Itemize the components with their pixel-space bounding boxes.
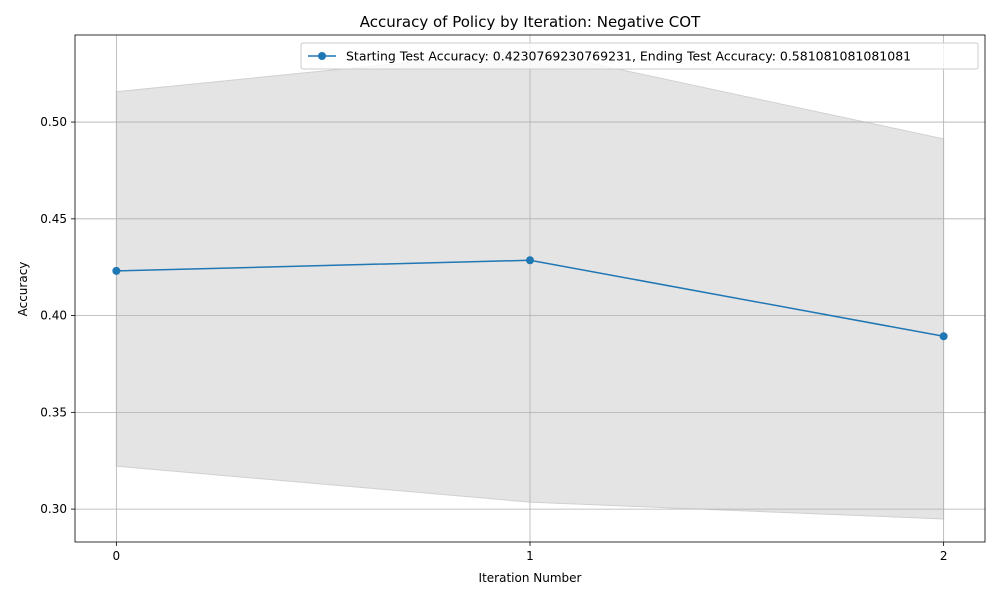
data-point xyxy=(112,266,121,275)
chart-title: Accuracy of Policy by Iteration: Negativ… xyxy=(360,13,701,31)
y-tick-label: 0.35 xyxy=(40,405,67,419)
plot-area: 0 1 2 0.30 0.35 0.40 0.45 0.50 xyxy=(40,34,986,563)
x-tick-label: 1 xyxy=(526,549,534,563)
legend-label: Starting Test Accuracy: 0.42307692307692… xyxy=(346,49,911,64)
y-tick-label: 0.50 xyxy=(40,115,67,129)
legend-marker-swatch xyxy=(318,52,326,60)
x-tick-label: 2 xyxy=(940,549,948,563)
y-tick-label: 0.45 xyxy=(40,212,67,226)
data-point xyxy=(939,332,948,341)
y-tick-label: 0.30 xyxy=(40,502,67,516)
legend: Starting Test Accuracy: 0.42307692307692… xyxy=(300,42,979,70)
data-point xyxy=(526,256,534,265)
legend-box xyxy=(300,42,979,70)
y-tick-label: 0.40 xyxy=(40,309,67,323)
y-axis-label: Accuracy xyxy=(16,262,30,317)
x-axis-label: Iteration Number xyxy=(479,571,582,585)
x-tick-label: 0 xyxy=(113,549,121,563)
